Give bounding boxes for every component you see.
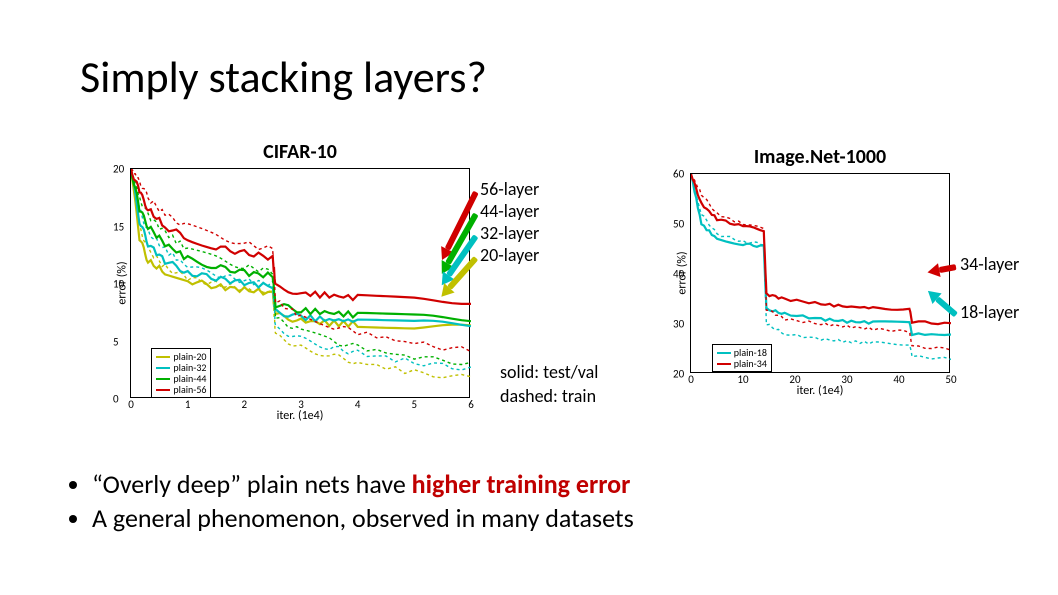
series-line	[131, 169, 471, 329]
xtick-label: 40	[893, 373, 904, 386]
ytick-label: 0	[113, 393, 119, 406]
xtick-label: 0	[128, 398, 134, 411]
ytick-label: 20	[113, 163, 124, 176]
legend-swatch	[717, 352, 731, 354]
xtick-label: 5	[412, 398, 418, 411]
ytick-label: 15	[113, 220, 124, 233]
cifar10-xlabel: iter. (1e4)	[277, 409, 324, 423]
legend: plain-20plain-32plain-44plain-56	[151, 348, 211, 398]
bullet-item: “Overly deep” plain nets have higher tra…	[92, 467, 634, 501]
annotation-label: 18-layer	[960, 301, 1019, 323]
xtick-label: 20	[789, 373, 800, 386]
caption-text: solid: test/valdashed: train	[500, 360, 598, 408]
series-line	[691, 174, 951, 335]
series-line	[691, 174, 951, 324]
cifar10-chart-block: CIFAR-10 error (%) iter. (1e4) 051015200…	[130, 140, 470, 398]
imagenet-chart-block: Image.Net-1000 error (%) iter. (1e4) 203…	[690, 145, 950, 373]
series-line	[131, 169, 471, 365]
xtick-label: 10	[737, 373, 748, 386]
series-line	[131, 169, 471, 326]
legend-swatch	[156, 389, 170, 391]
xtick-label: 0	[688, 373, 694, 386]
legend-swatch	[156, 378, 170, 380]
annotation-label: 20-layer	[480, 244, 539, 266]
annotation-label: 56-layer	[480, 178, 539, 200]
series-line	[131, 169, 471, 378]
ytick-label: 5	[113, 335, 119, 348]
legend-swatch	[156, 367, 170, 369]
xtick-label: 50	[945, 373, 956, 386]
ytick-label: 20	[673, 368, 684, 381]
xtick-label: 2	[242, 398, 248, 411]
ytick-label: 60	[673, 168, 684, 181]
annotation-label: 34-layer	[960, 253, 1019, 275]
xtick-label: 3	[298, 398, 304, 411]
legend-label: plain-34	[734, 358, 767, 369]
legend-label: plain-56	[173, 384, 206, 395]
ytick-label: 10	[113, 278, 124, 291]
legend: plain-18plain-34	[712, 344, 772, 372]
ytick-label: 50	[673, 218, 684, 231]
xtick-label: 4	[355, 398, 361, 411]
series-line	[131, 169, 471, 370]
ytick-label: 40	[673, 268, 684, 281]
imagenet-xlabel: iter. (1e4)	[797, 384, 844, 398]
annotation-label: 32-layer	[480, 222, 539, 244]
cifar10-title: CIFAR-10	[130, 140, 470, 164]
cifar10-plot: error (%) iter. (1e4) 051015200123456pla…	[130, 168, 470, 398]
legend-swatch	[717, 363, 731, 365]
legend-swatch	[156, 356, 170, 358]
bullet-item: A general phenomenon, observed in many d…	[92, 501, 634, 535]
imagenet-plot: error (%) iter. (1e4) 203040506001020304…	[690, 173, 950, 373]
xtick-label: 6	[468, 398, 474, 411]
page-title: Simply stacking layers?	[80, 50, 487, 104]
xtick-label: 30	[841, 373, 852, 386]
ytick-label: 30	[673, 318, 684, 331]
series-line	[131, 169, 471, 304]
annotation-label: 44-layer	[480, 200, 539, 222]
series-line	[131, 169, 471, 352]
imagenet-title: Image.Net-1000	[690, 145, 950, 169]
xtick-label: 1	[185, 398, 191, 411]
bullet-list: “Overly deep” plain nets have higher tra…	[70, 467, 634, 535]
